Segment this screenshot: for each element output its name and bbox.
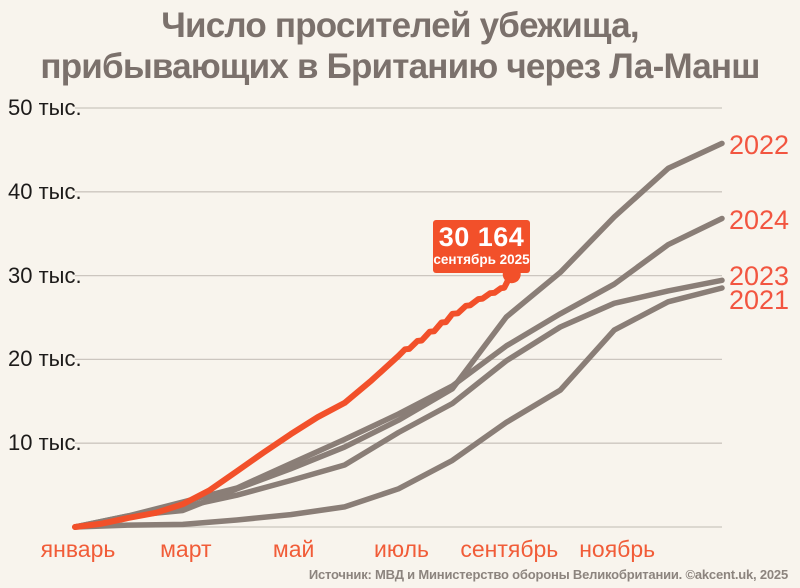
x-axis-label: март xyxy=(160,536,212,562)
y-axis-label: 50 тыс. xyxy=(8,95,82,120)
chart-title-line1: Число просителей убежища, xyxy=(161,6,639,45)
x-axis-label: июль xyxy=(374,536,429,562)
series-label-2021: 2021 xyxy=(729,284,790,315)
series-label-2024: 2024 xyxy=(729,205,790,236)
chart-title: Число просителей убежища, прибывающих в … xyxy=(0,6,800,88)
series-label-2023: 2023 xyxy=(729,261,790,292)
series-line-2021 xyxy=(72,285,725,530)
y-axis-label: 20 тыс. xyxy=(8,346,82,372)
series-label-2022: 2022 xyxy=(729,130,790,161)
y-axis-label: 30 тыс. xyxy=(8,262,82,288)
series-line-2024 xyxy=(72,215,725,530)
x-axis-label: ноябрь xyxy=(579,536,656,562)
x-axis-label: май xyxy=(272,536,315,562)
source-note: Источник: МВД и Министерство обороны Вел… xyxy=(308,567,788,582)
chart-title-line2: прибывающих в Британию через Ла-Манш xyxy=(40,46,760,86)
callout-value: 30 164 xyxy=(438,222,525,252)
series-line-2022 xyxy=(72,140,725,530)
callout-badge: 30 164 сентябрь 2025 xyxy=(433,220,530,273)
x-axis-label: сентябрь xyxy=(460,536,559,562)
x-axis-label: январь xyxy=(40,536,116,562)
series-line-2025 xyxy=(72,271,515,530)
y-axis-label: 40 тыс. xyxy=(8,178,82,204)
y-axis-label: 10 тыс. xyxy=(8,430,82,456)
callout-date: сентябрь 2025 xyxy=(433,252,530,267)
